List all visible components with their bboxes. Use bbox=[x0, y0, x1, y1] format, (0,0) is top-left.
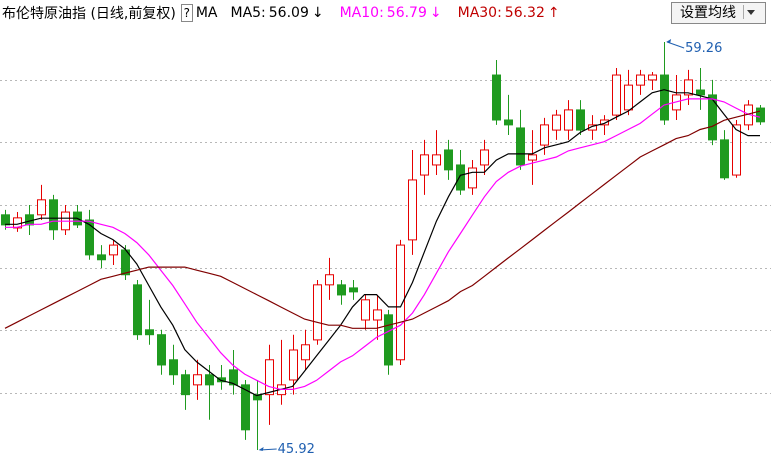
candle-body bbox=[480, 149, 489, 166]
candle-body bbox=[373, 309, 382, 321]
dropdown-arrow bbox=[743, 5, 758, 19]
candle-body bbox=[253, 394, 262, 401]
candle-body bbox=[720, 139, 729, 179]
candle-body bbox=[552, 114, 561, 131]
legend-value: 56.79 bbox=[386, 5, 427, 21]
candle-body bbox=[648, 74, 657, 81]
candle-body bbox=[325, 274, 334, 286]
candle-body bbox=[193, 374, 202, 386]
button-label: 设置均线 bbox=[680, 5, 736, 21]
candle-body bbox=[384, 314, 393, 366]
legend-value: 56.09 bbox=[268, 5, 309, 21]
candle-body bbox=[145, 329, 154, 336]
annotation-label: 45.92 bbox=[278, 442, 315, 456]
candle-body bbox=[313, 284, 322, 341]
candle-body bbox=[600, 119, 609, 126]
legend-entry: MA30: 56.32 ↑ bbox=[458, 5, 563, 21]
candle-body bbox=[361, 299, 370, 321]
legend-name: MA5: bbox=[230, 5, 266, 21]
candle-body bbox=[576, 109, 585, 131]
candle-body bbox=[696, 89, 705, 96]
legend-value: 56.32 bbox=[504, 5, 545, 21]
annotation-arrowhead bbox=[666, 39, 672, 43]
legend-arrow: ↑ bbox=[547, 5, 560, 21]
legend-entry: MA5: 56.09 ↓ bbox=[230, 5, 326, 21]
candle-body bbox=[588, 124, 597, 131]
candle-body bbox=[408, 179, 417, 241]
legend: MA5: 56.09 ↓ MA10: 56.79 ↓ MA30: 56.32 ↑ bbox=[220, 5, 565, 21]
candle-body bbox=[504, 119, 513, 126]
candle-body bbox=[516, 127, 525, 166]
legend-name: MA10: bbox=[339, 5, 384, 21]
candle-body bbox=[241, 384, 250, 431]
annotation-arrow bbox=[666, 41, 685, 49]
candle-body bbox=[456, 164, 465, 191]
candle-body bbox=[85, 219, 94, 256]
candle-body bbox=[181, 374, 190, 396]
ma-settings-button[interactable]: 设置均线 bbox=[671, 2, 766, 24]
candle-body bbox=[337, 284, 346, 296]
candle-body bbox=[732, 124, 741, 176]
candle-body bbox=[37, 199, 46, 216]
candle-body bbox=[289, 349, 298, 381]
candle-body bbox=[612, 74, 621, 116]
legend-name: MA30: bbox=[457, 5, 502, 21]
candle-body bbox=[756, 107, 765, 123]
candle-body bbox=[217, 377, 226, 383]
candle-body bbox=[49, 199, 58, 231]
candle-body bbox=[396, 244, 405, 361]
ma-line bbox=[5, 98, 761, 390]
candle-body bbox=[708, 94, 717, 141]
candle-body bbox=[492, 74, 501, 121]
candle-body bbox=[468, 167, 477, 189]
candle-body bbox=[349, 287, 358, 293]
candle-body bbox=[97, 254, 106, 261]
legend-arrow: ↓ bbox=[311, 5, 324, 21]
candle-body bbox=[684, 79, 693, 96]
candle-body bbox=[540, 124, 549, 146]
candle-body bbox=[624, 84, 633, 111]
annotation-label: 59.26 bbox=[685, 41, 722, 56]
chart-title: 布伦特原油指 (日线,前复权) bbox=[2, 6, 176, 22]
candle-body bbox=[564, 109, 573, 131]
candle-body bbox=[1, 214, 10, 226]
ma-line bbox=[5, 89, 760, 397]
legend-arrow: ↓ bbox=[429, 5, 442, 21]
candle-body bbox=[109, 244, 118, 256]
candle-body bbox=[528, 154, 537, 161]
candle-body bbox=[205, 374, 214, 386]
candle-body bbox=[432, 154, 441, 166]
candle-body bbox=[265, 359, 274, 396]
legend-entry: MA10: 56.79 ↓ bbox=[340, 5, 445, 21]
ma-label: MA bbox=[195, 5, 218, 21]
candle-body bbox=[133, 284, 142, 336]
candle-body bbox=[169, 359, 178, 376]
candle-body bbox=[444, 149, 453, 171]
help-icon[interactable]: ? bbox=[180, 4, 193, 22]
candle-body bbox=[660, 74, 669, 121]
annotation-arrowhead bbox=[258, 447, 264, 451]
ma-line bbox=[4, 110, 761, 329]
candle-body bbox=[301, 344, 310, 361]
candle-body bbox=[636, 74, 645, 86]
candle-body bbox=[420, 154, 429, 176]
candle-body bbox=[229, 369, 238, 386]
header: 布伦特原油指 (日线,前复权) ? MA MA5: 56.09 ↓ MA10: 56.7… bbox=[2, 2, 769, 24]
candle-body bbox=[157, 334, 166, 366]
